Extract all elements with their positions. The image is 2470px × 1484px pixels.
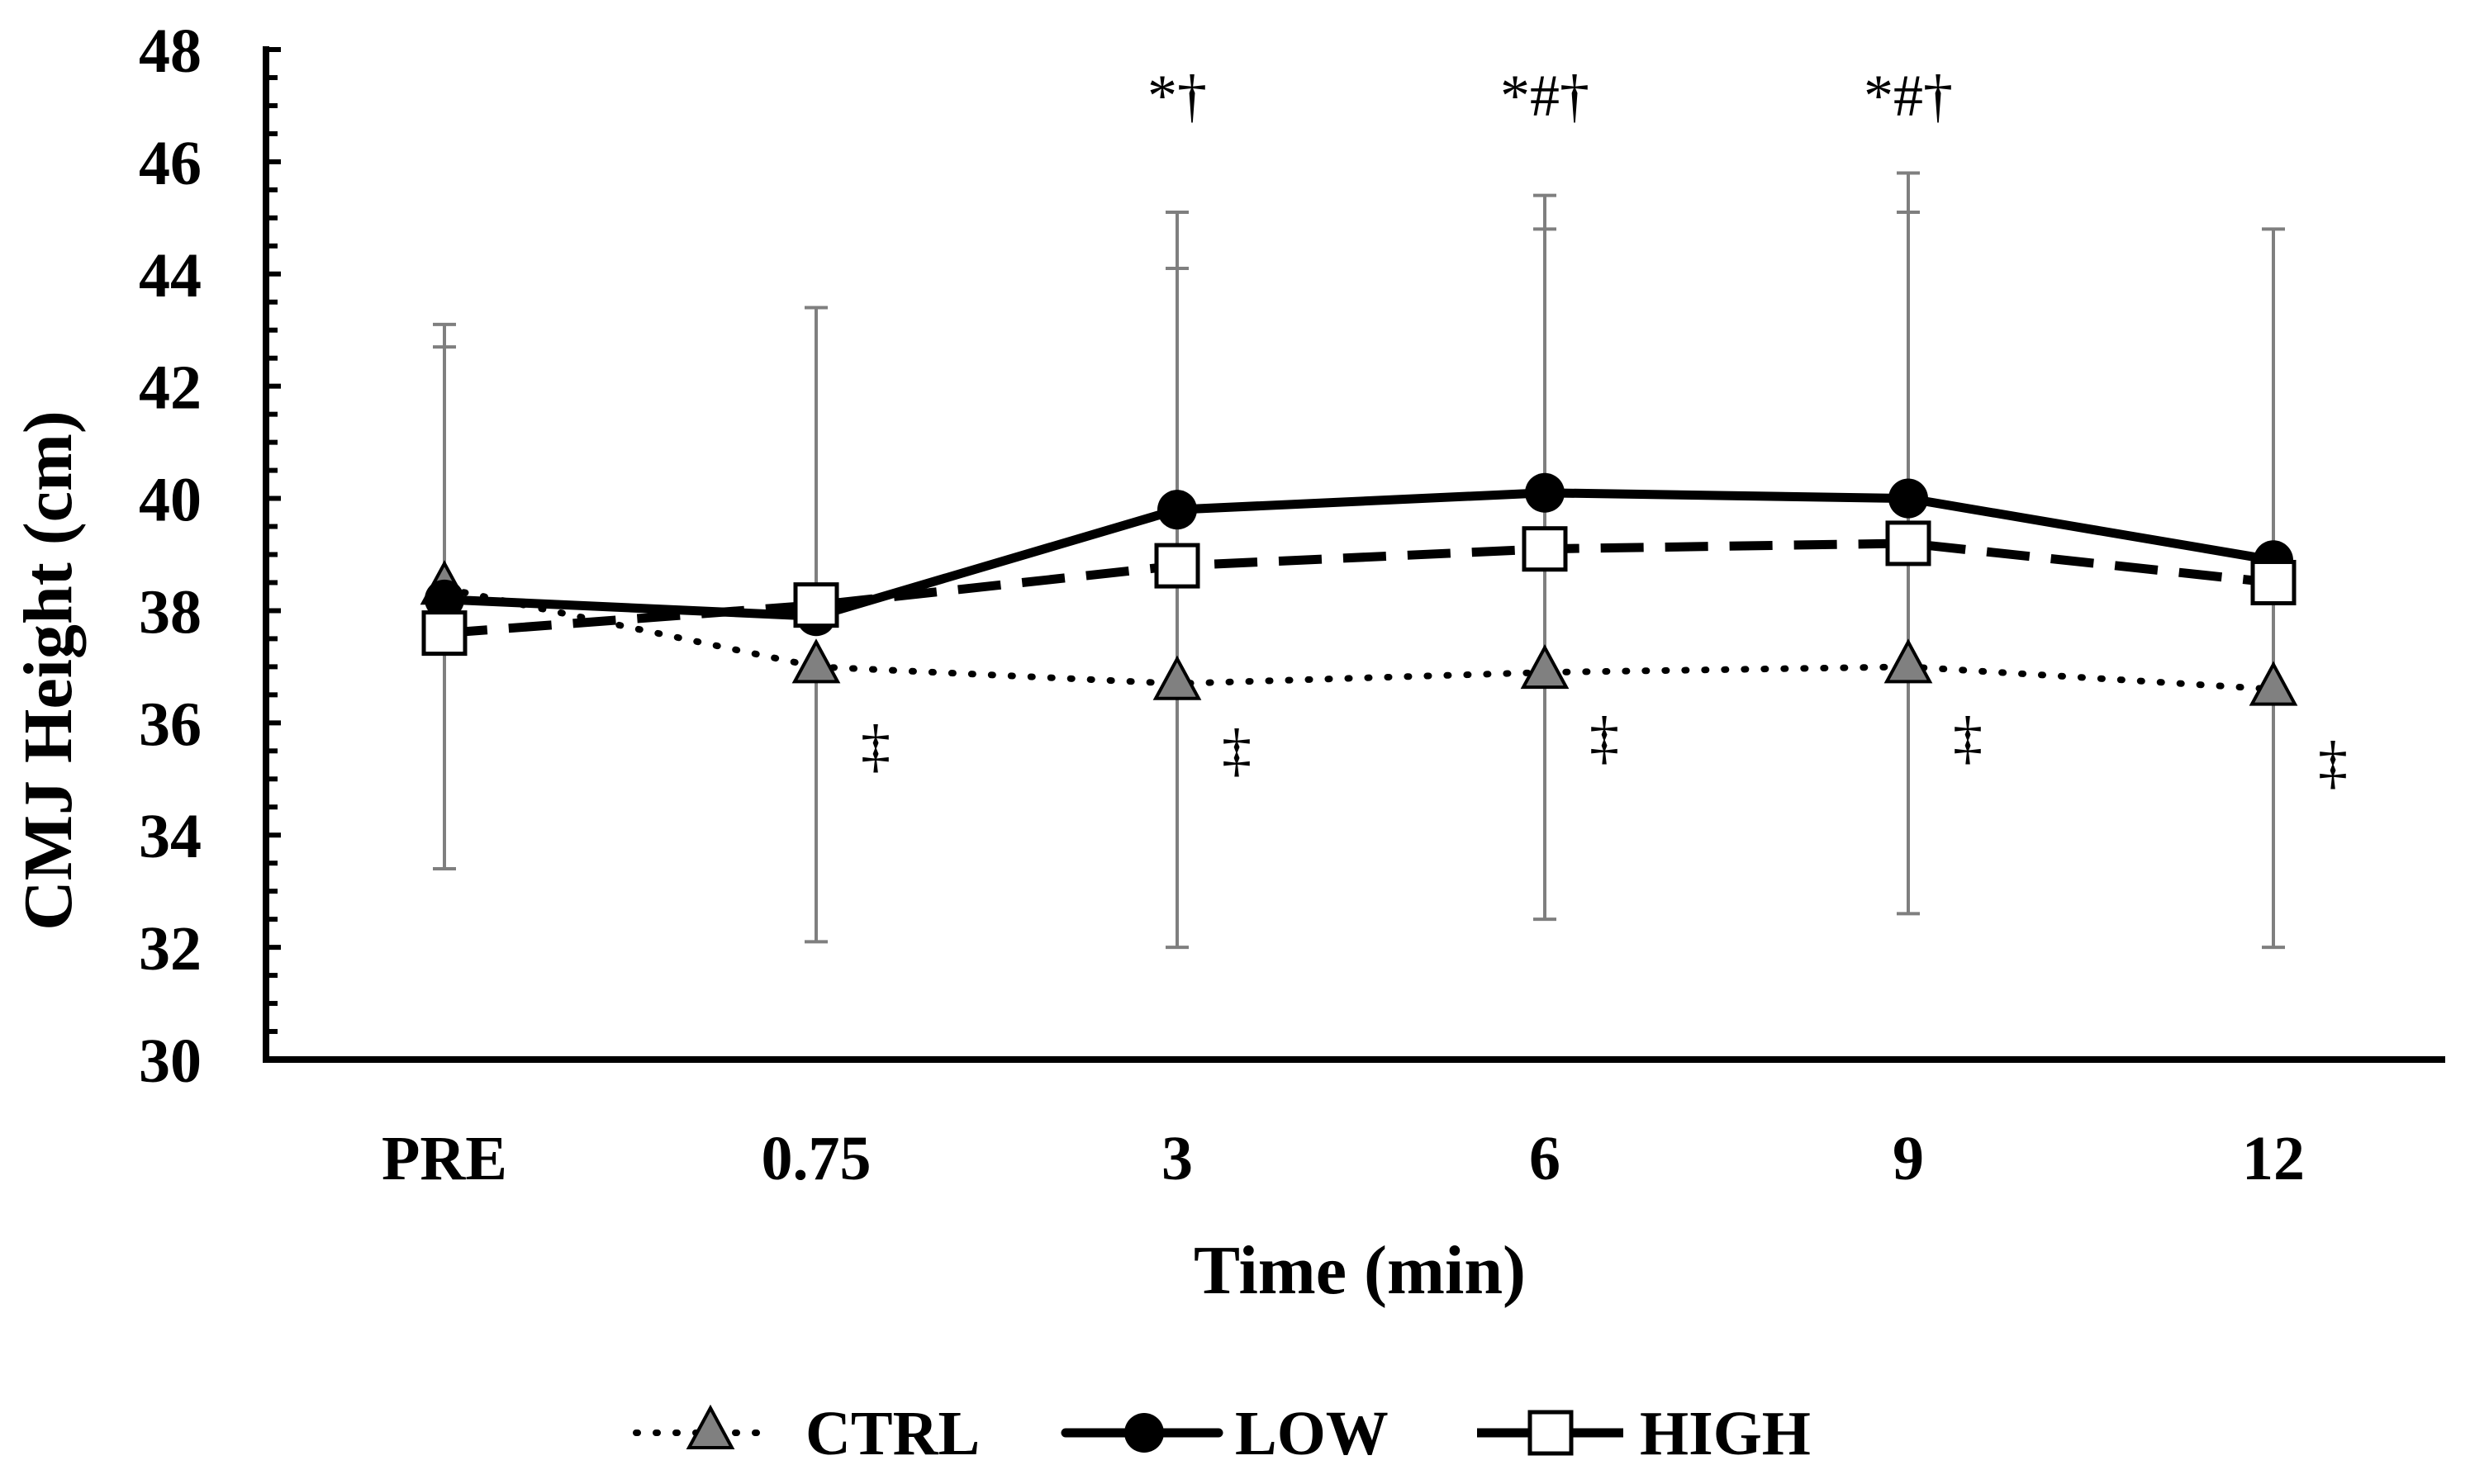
legend: CTRL LOW HIGH [633, 1399, 1811, 1468]
significance-annotation: *#† [1500, 63, 1589, 129]
series-line-high [444, 538, 2274, 638]
y-tick-label: 44 [139, 241, 202, 311]
x-tick-label: 3 [1161, 1124, 1193, 1193]
y-tick-label: 30 [139, 1026, 202, 1096]
x-tick-label: 12 [2242, 1124, 2305, 1193]
point-low [1888, 478, 1928, 519]
y-tick-label: 40 [139, 466, 202, 535]
point-ctrl [1883, 638, 1933, 684]
y-tick-label: 42 [139, 353, 202, 423]
legend-marker-ctrl [686, 1404, 735, 1449]
series-line-ctrl [441, 585, 2277, 693]
point-ctrl [1152, 655, 1202, 700]
y-tick-label: 38 [139, 577, 202, 647]
double-dagger-annotation: ‡ [2318, 729, 2348, 795]
point-ctrl [1520, 643, 1570, 690]
significance-annotation: *† [1147, 63, 1207, 129]
x-axis-title: Time (min) [1194, 1232, 1526, 1309]
annotations: *† *#† *#† ‡ ‡ ‡ ‡ ‡ [861, 63, 2348, 795]
significance-annotation: *#† [1864, 63, 1953, 129]
point-ctrl [791, 638, 841, 684]
legend-marker-high [1527, 1410, 1574, 1456]
point-ctrl [2249, 661, 2298, 706]
legend-label-ctrl: CTRL [805, 1399, 980, 1468]
y-tick-label: 32 [139, 914, 202, 984]
y-tick-label: 46 [139, 129, 202, 198]
double-dagger-annotation: ‡ [1953, 704, 1983, 770]
y-tick-label: 48 [139, 17, 202, 86]
double-dagger-annotation: ‡ [1222, 717, 1252, 783]
point-high [1885, 520, 1931, 567]
point-low [1157, 490, 1197, 530]
point-high [1522, 526, 1568, 572]
point-high [793, 582, 839, 628]
point-high [2250, 559, 2297, 605]
legend-marker-low [1124, 1413, 1164, 1453]
y-tick-label: 36 [139, 690, 202, 759]
y-axis-title: CMJ Height (cm) [10, 410, 87, 931]
point-high [421, 610, 468, 657]
double-dagger-annotation: ‡ [861, 713, 891, 779]
x-tick-label: 0.75 [762, 1124, 872, 1193]
legend-label-low: LOW [1235, 1399, 1389, 1468]
x-tick-label: 9 [1893, 1124, 1924, 1193]
point-low [425, 579, 464, 619]
series-line-low [439, 488, 2278, 621]
double-dagger-annotation: ‡ [1589, 704, 1619, 770]
x-tick-label: PRE [382, 1124, 507, 1193]
point-low [1525, 472, 1565, 513]
y-tick-label: 34 [139, 802, 202, 871]
point-high [1154, 543, 1200, 589]
x-tick-label: 6 [1529, 1124, 1560, 1193]
series-group [420, 472, 2298, 706]
legend-label-high: HIGH [1640, 1399, 1811, 1468]
